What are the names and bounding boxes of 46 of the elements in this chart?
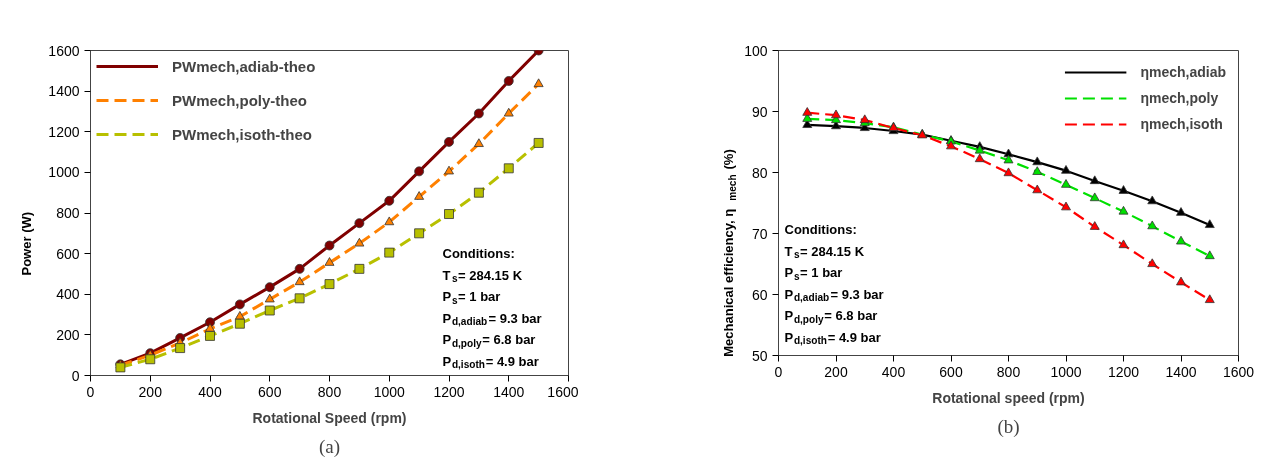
x-tick-label: 1000 <box>373 383 406 400</box>
legend-label: ηmech,poly <box>1140 90 1219 106</box>
x-tick-label: 0 <box>774 363 783 380</box>
y-tick-label: 100 <box>744 42 768 59</box>
x-axis-title: Rotational Speed (rpm) <box>252 409 407 426</box>
x-tick-label: 1000 <box>1050 363 1082 380</box>
x-tick-label: 1400 <box>493 383 525 400</box>
y-tick-label: 1200 <box>48 123 80 140</box>
x-tick-label: 0 <box>86 383 95 400</box>
legend-label: ηmech,isoth <box>1140 116 1223 132</box>
y-tick-label: 70 <box>751 225 768 242</box>
x-tick-label: 400 <box>198 383 222 400</box>
x-tick-label: 800 <box>317 383 342 400</box>
x-tick-label: 1200 <box>1107 363 1140 380</box>
y-tick-label: 50 <box>751 347 768 364</box>
y-tick-label: 90 <box>751 103 768 120</box>
y-tick-label: 1000 <box>48 164 80 181</box>
y-tick-label: 1400 <box>48 83 80 100</box>
y-tick-label: 800 <box>56 205 80 221</box>
x-tick-label: 1600 <box>547 383 579 400</box>
y-tick-label: 80 <box>751 164 768 181</box>
x-tick-label: 400 <box>881 363 906 380</box>
x-tick-label: 200 <box>138 383 163 400</box>
legend-label: PWmech,adiab-theo <box>172 57 316 75</box>
legend-label: ηmech,adiab <box>1140 64 1226 80</box>
x-tick-label: 800 <box>996 363 1021 380</box>
y-axis-title: Power (W) <box>19 211 34 276</box>
y-tick-label: 200 <box>56 326 80 343</box>
text: (a) <box>318 435 341 457</box>
legend-label: PWmech,isoth-theo <box>172 125 313 143</box>
text: (b) <box>997 415 1020 438</box>
y-axis-title: Mechanical efficiency, ηmech (%) <box>721 149 738 357</box>
y-tick-label: 600 <box>56 245 80 262</box>
x-tick-label: 600 <box>258 383 282 400</box>
x-axis-title: Rotational speed (rpm) <box>932 389 1085 406</box>
y-tick-label: 60 <box>751 286 768 303</box>
x-tick-label: 600 <box>939 363 963 380</box>
x-tick-label: 1400 <box>1165 363 1197 380</box>
annotation: Conditions: <box>442 246 515 261</box>
annotation: Conditions: <box>784 222 857 237</box>
y-tick-label: 400 <box>56 286 80 303</box>
x-tick-label: 200 <box>824 363 848 380</box>
x-tick-label: 1600 <box>1222 363 1255 380</box>
y-tick-label: 1600 <box>48 42 80 59</box>
x-tick-label: 1200 <box>433 383 465 400</box>
legend-label: PWmech,poly-theo <box>172 91 308 109</box>
